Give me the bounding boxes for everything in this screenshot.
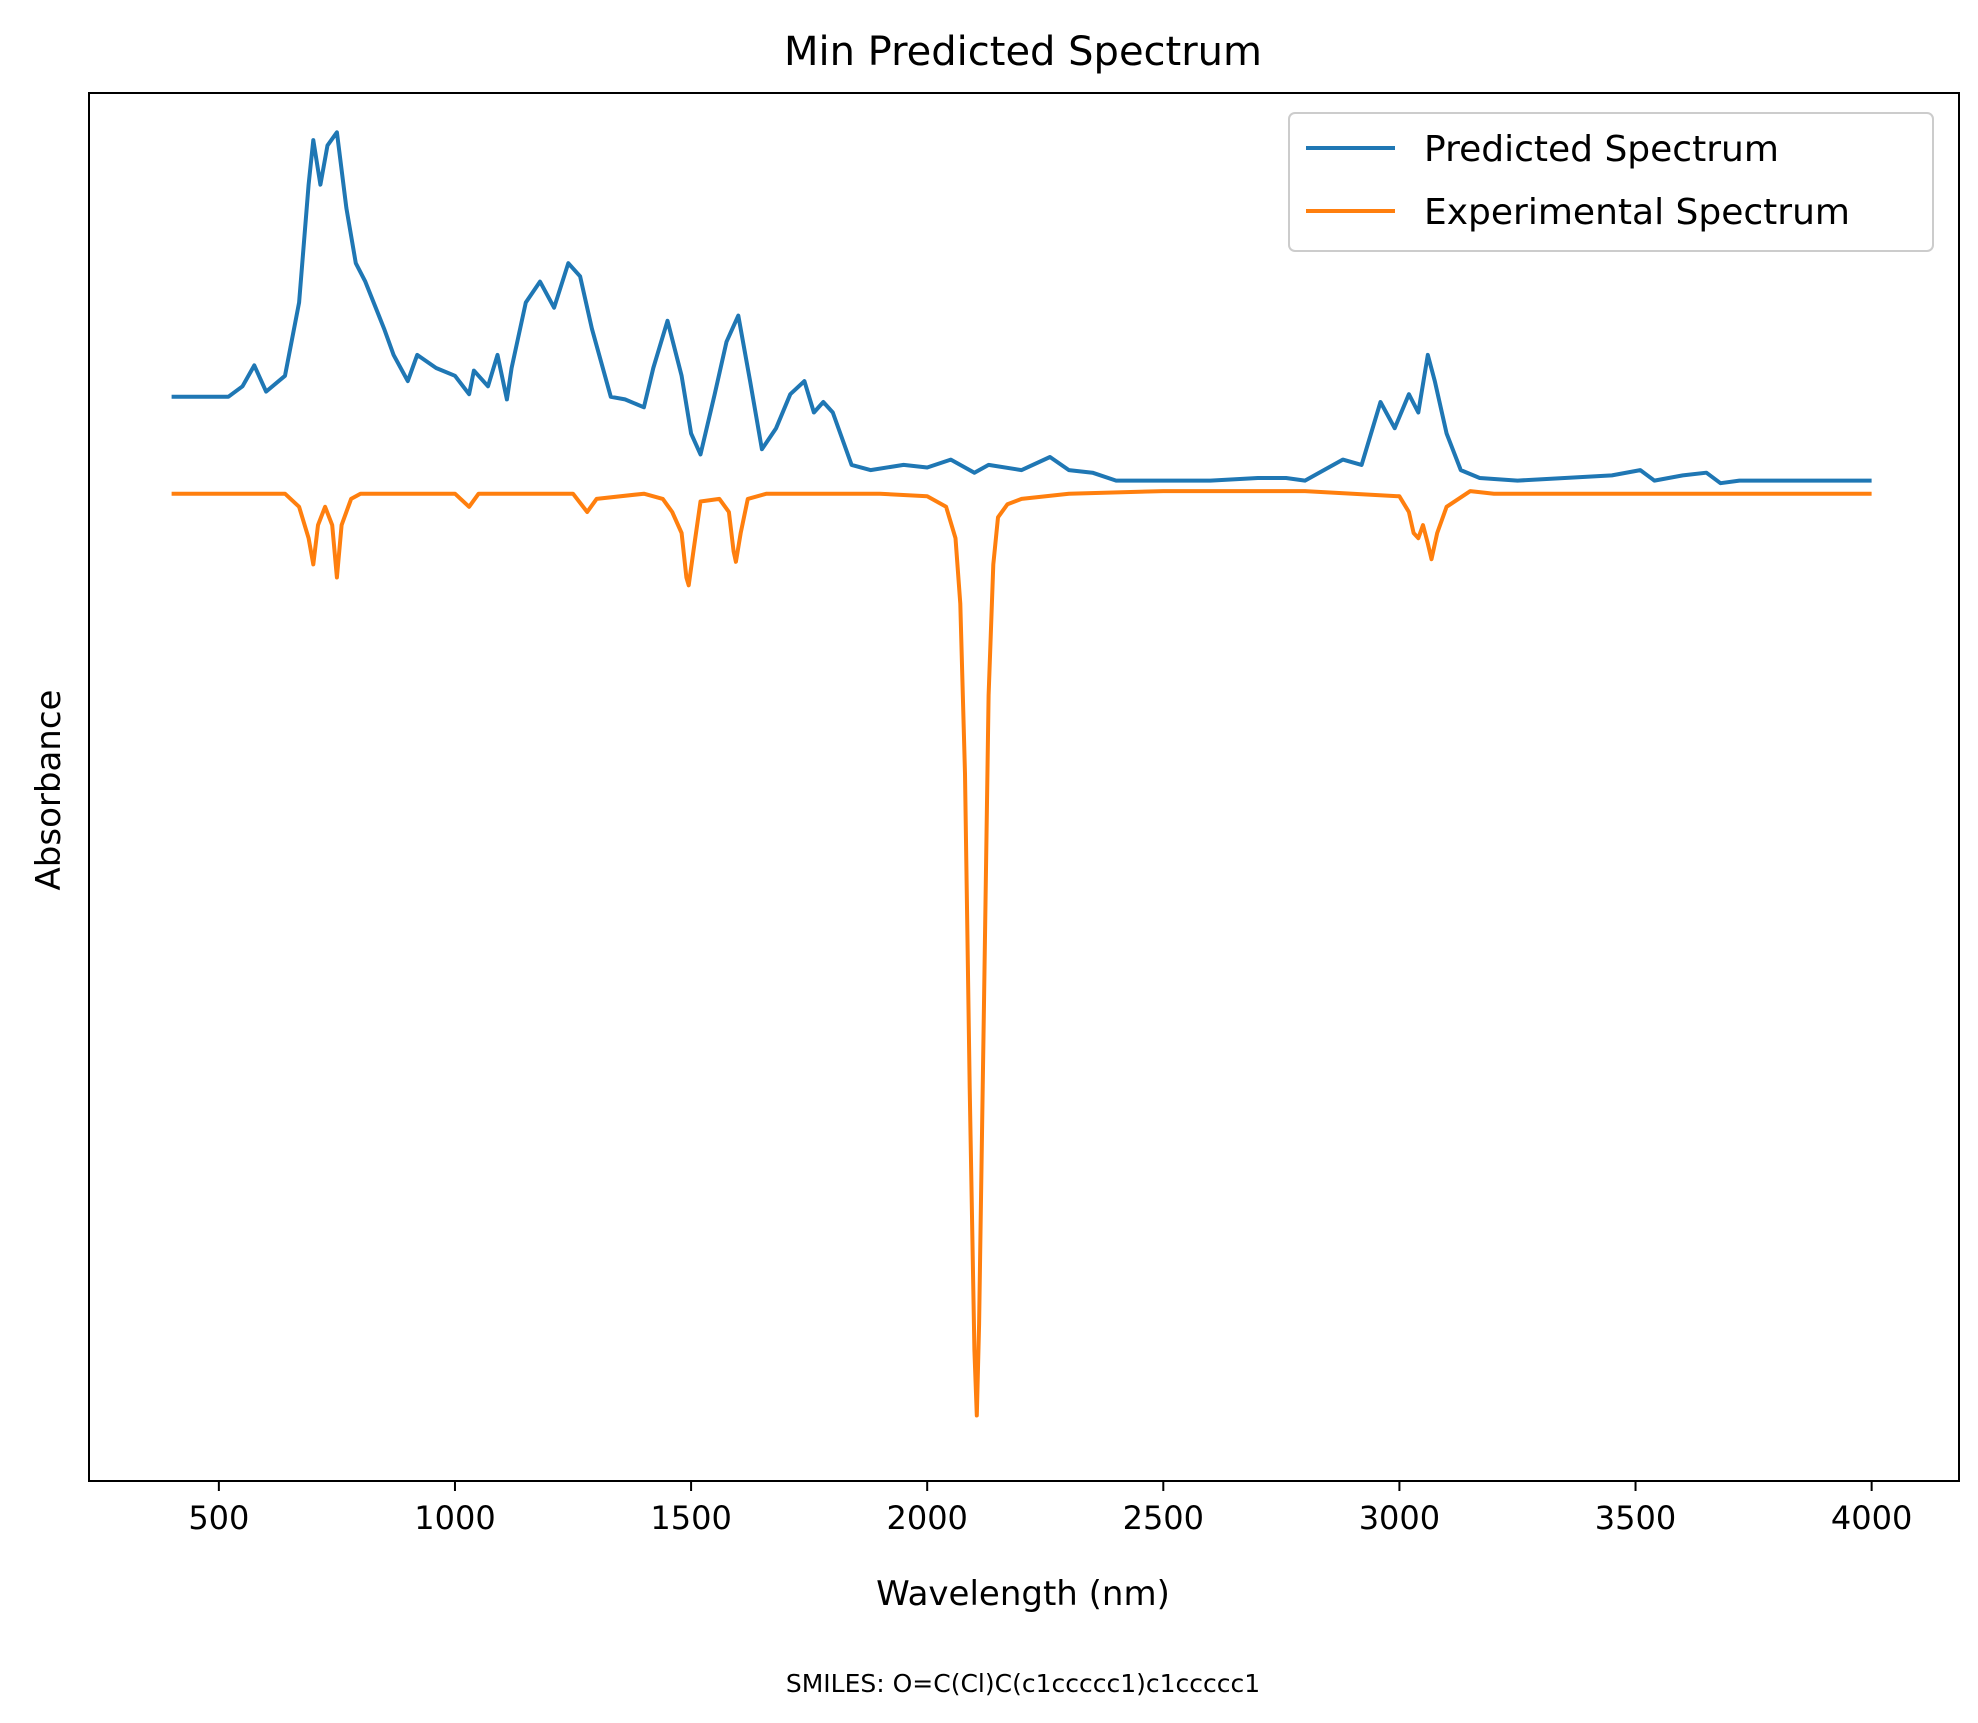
- experimental-spectrum-line: [171, 489, 1872, 1418]
- legend: Predicted Spectrum Experimental Spectrum: [1288, 112, 1934, 252]
- x-tick-label: 2000: [886, 1499, 967, 1537]
- x-tick-label: 500: [188, 1499, 249, 1537]
- x-tick-label: 1500: [650, 1499, 731, 1537]
- predicted-spectrum-line: [171, 130, 1872, 486]
- x-axis-label: Wavelength (nm): [876, 1574, 1170, 1614]
- x-tick-label: 3000: [1359, 1499, 1440, 1537]
- x-tick-label: 2500: [1123, 1499, 1204, 1537]
- legend-box: [1288, 112, 1934, 252]
- legend-label-predicted: Predicted Spectrum: [1424, 129, 1779, 170]
- chart-title: Min Predicted Spectrum: [784, 29, 1262, 75]
- x-axis-ticks: 500 1000 1500 2000 2500 3000 3500 4000: [188, 1481, 1912, 1537]
- x-tick-label: 1000: [414, 1499, 495, 1537]
- y-axis-label: Absorbance: [29, 690, 69, 891]
- smiles-footnote: SMILES: O=C(Cl)C(c1ccccc1)c1ccccc1: [786, 1669, 1260, 1698]
- legend-label-experimental: Experimental Spectrum: [1424, 192, 1850, 233]
- x-tick-label: 3500: [1595, 1499, 1676, 1537]
- x-tick-label: 4000: [1831, 1499, 1912, 1537]
- axes-frame: [88, 92, 1960, 1482]
- plot-area: [171, 130, 1872, 1418]
